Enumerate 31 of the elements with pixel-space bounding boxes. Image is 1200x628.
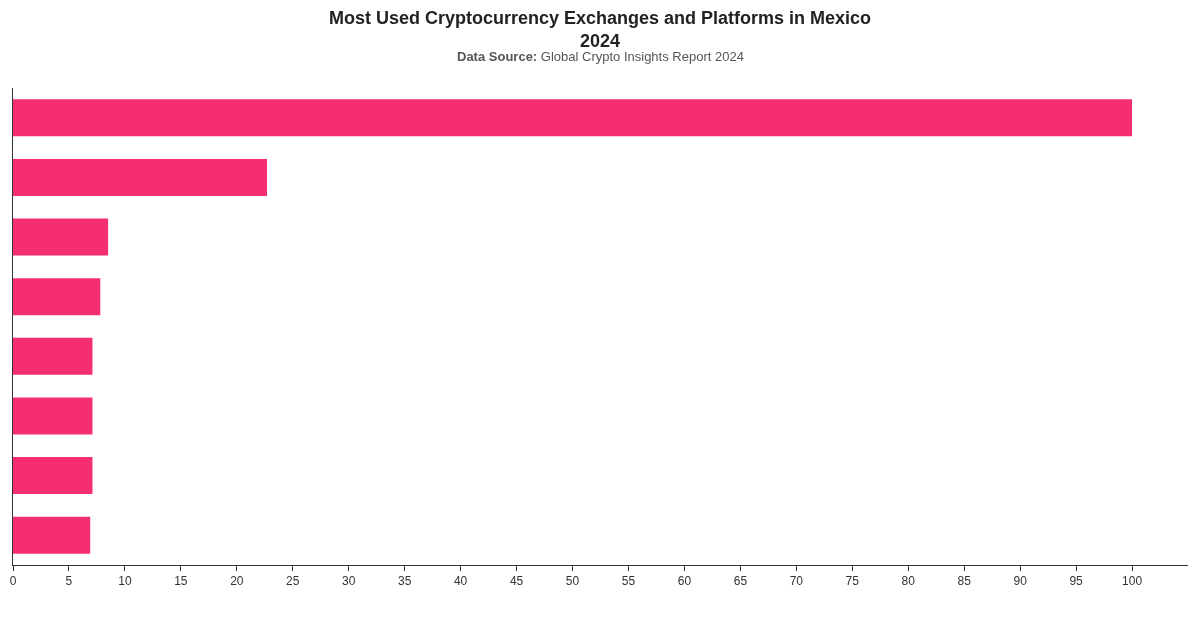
bar [13,158,268,196]
x-tick-label: 100 [1122,574,1143,589]
bar [13,397,93,435]
x-tick-label: 30 [342,574,356,589]
x-tick-label: 90 [1013,574,1028,589]
x-tick-label: 45 [509,574,524,589]
x-tick-label: 20 [230,574,244,589]
bar [13,278,101,316]
x-tick-label: 70 [789,574,804,589]
x-tick-label: 65 [733,574,748,589]
chart-subtitle: Data Source: Global Crypto Insights Report 2024 [457,49,744,64]
x-tick-label: 0 [9,574,17,589]
x-tick-label: 40 [453,574,468,589]
x-tick-label: 15 [174,574,188,589]
x-tick-label: 85 [957,574,972,589]
x-tick-label: 55 [621,574,636,589]
x-tick-label: 10 [118,574,132,589]
bar [13,337,93,375]
bar [13,218,109,256]
bar [13,457,93,495]
bar [13,99,1133,137]
x-tick-label: 35 [397,574,412,589]
x-tick-label: 75 [845,574,860,589]
x-tick-label: 80 [901,574,916,589]
x-tick-label: 60 [677,574,692,589]
bar [13,516,91,554]
x-tick-label: 25 [286,574,300,589]
chart-title: Most Used Cryptocurrency Exchanges and Platforms in Mexico 2024 [328,7,872,52]
x-tick-label: 5 [65,574,73,589]
x-tick-label: 50 [565,574,580,589]
x-tick-label: 95 [1069,574,1084,589]
